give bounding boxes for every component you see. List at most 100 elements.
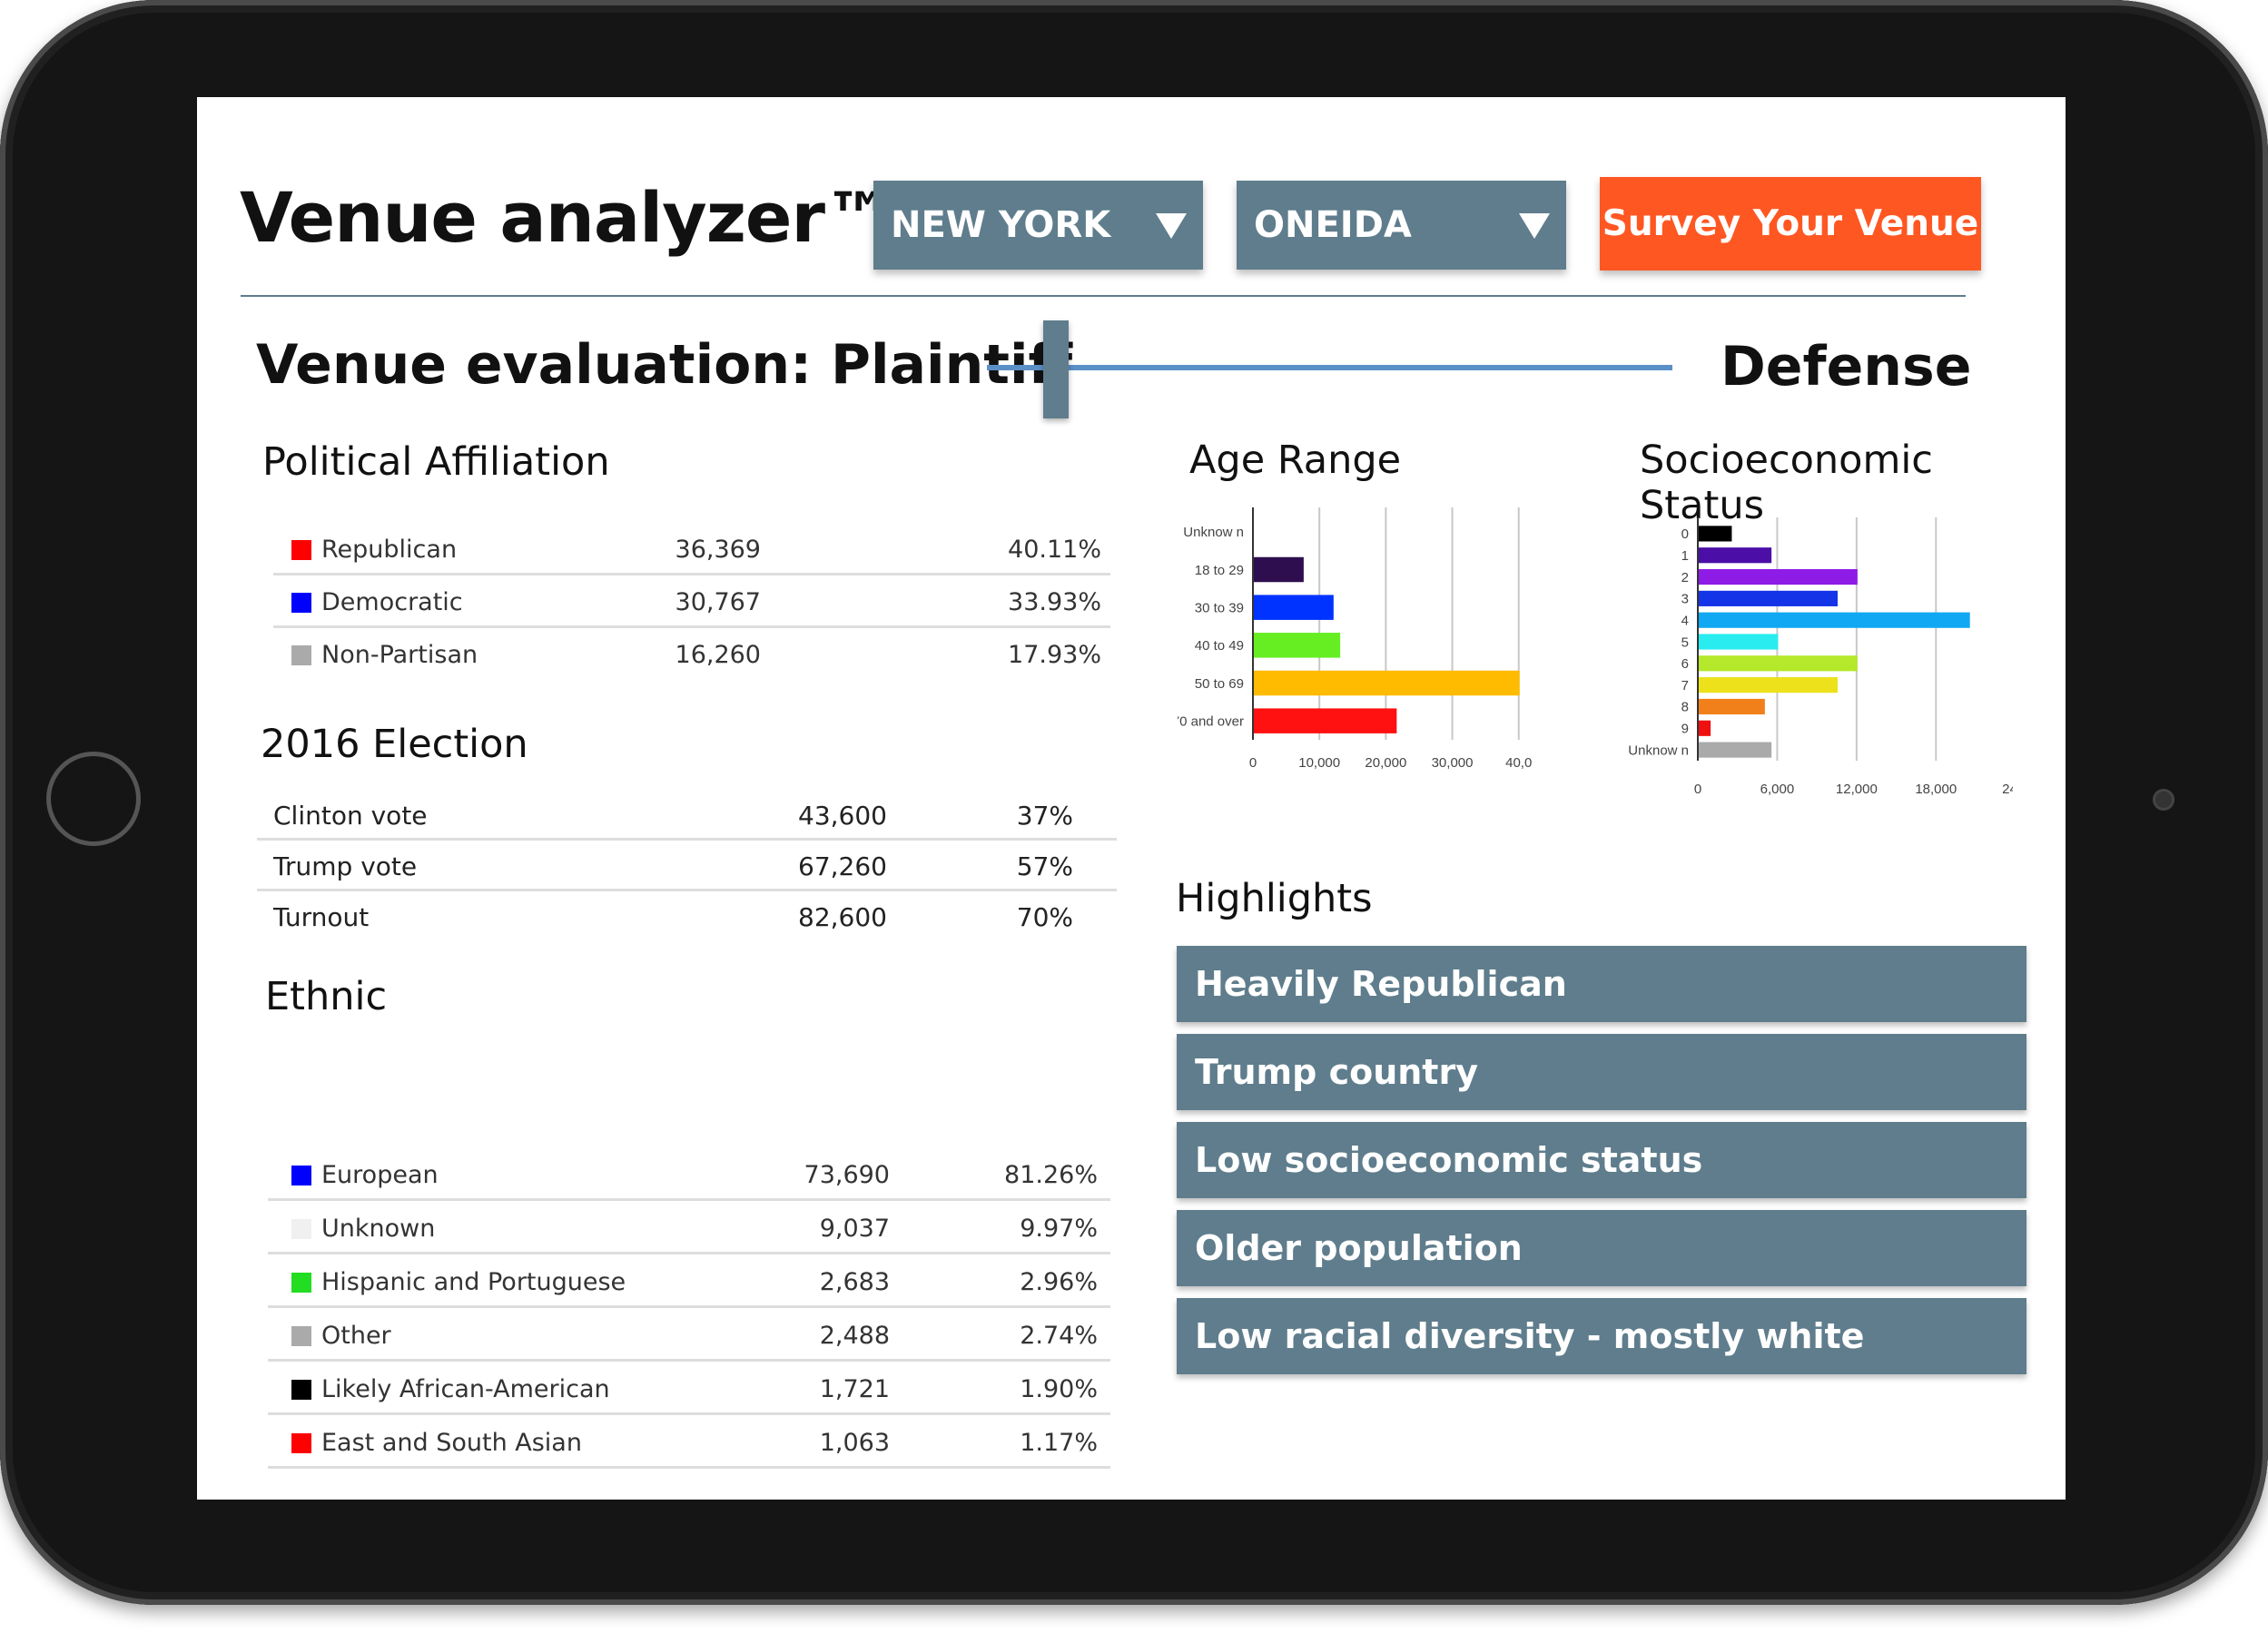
row-divider [268, 1198, 1110, 1201]
ethnic-group-name: European [321, 1161, 439, 1189]
x-tick-label: 10,000 [1298, 755, 1340, 771]
party-count: 30,767 [675, 588, 761, 616]
y-tick-label: 3 [1681, 592, 1689, 607]
ethnic-percent: 81.26% [1004, 1161, 1098, 1189]
ethnic-percent: 2.74% [1020, 1322, 1098, 1350]
venue-slider-handle[interactable] [1042, 320, 1069, 418]
y-tick-label: 50 to 69 [1195, 676, 1244, 692]
row-divider [257, 889, 1117, 891]
ethnic-row: European 73,690 81.26% [268, 1148, 1110, 1201]
y-tick-label: 4 [1681, 613, 1689, 628]
legend-swatch [291, 645, 311, 665]
election-title: 2016 Election [261, 722, 528, 767]
x-tick-label: 0 [1694, 782, 1701, 797]
election-label: Trump vote [273, 851, 418, 881]
bar [1699, 634, 1779, 650]
row-divider [268, 1412, 1110, 1415]
x-tick-label: 24,0 [2002, 782, 2013, 797]
row-divider [268, 1359, 1110, 1362]
ethnic-row: Hispanic and Portuguese 2,683 2.96% [268, 1255, 1110, 1308]
election-row: Turnout 82,600 70% [257, 891, 1117, 942]
y-tick-label: 9 [1681, 722, 1689, 737]
highlight-item: Heavily Republican [1177, 946, 2026, 1022]
row-divider [268, 1252, 1110, 1254]
y-tick-label: 0 [1681, 526, 1689, 542]
row-divider [257, 838, 1117, 841]
ethnic-count: 9,037 [819, 1215, 890, 1243]
bar [1699, 526, 1732, 542]
county-dropdown[interactable]: ONEIDA [1237, 181, 1566, 270]
x-tick-label: 30,000 [1432, 755, 1474, 771]
y-tick-label: 7 [1681, 678, 1689, 694]
legend-swatch [291, 1219, 311, 1239]
legend-swatch [291, 593, 311, 613]
bar [1254, 670, 1520, 696]
ethnic-percent: 1.17% [1020, 1429, 1098, 1457]
y-tick-label: 18 to 29 [1195, 563, 1244, 578]
ethnic-count: 2,488 [819, 1322, 890, 1350]
header-divider [241, 295, 1966, 297]
ethnic-group-name: Hispanic and Portuguese [321, 1268, 626, 1296]
bar [1699, 547, 1772, 564]
election-count: 67,260 [798, 851, 887, 881]
highlight-item: Trump country [1177, 1034, 2026, 1110]
row-divider [273, 625, 1110, 628]
party-name: Non-Partisan [321, 641, 478, 669]
y-tick-label: 40 to 49 [1195, 638, 1244, 654]
state-dropdown[interactable]: NEW YORK [873, 181, 1203, 270]
x-tick-label: 12,000 [1836, 782, 1878, 797]
age-range-chart: 0 10,000 20,000 30,000 40,0 Unknow n 18 to 29 3… [1178, 507, 1532, 771]
party-percent: 33.93% [1008, 588, 1101, 616]
row-divider [273, 573, 1110, 575]
political-row: Non-Partisan 16,260 17.93% [273, 628, 1110, 681]
party-count: 36,369 [675, 536, 761, 564]
legend-swatch [291, 1433, 311, 1453]
bar [1699, 568, 1858, 585]
app-screen: Venue analyzer™ NEW YORK ONEIDA Survey Y… [197, 97, 2066, 1500]
bar [1254, 633, 1341, 658]
ethnic-title: Ethnic [265, 974, 388, 1019]
highlight-item: Older population [1177, 1210, 2026, 1286]
dropdown-arrow-icon [1156, 213, 1187, 239]
political-row: Democratic 30,767 33.93% [273, 575, 1110, 628]
bar [1699, 742, 1772, 758]
political-affiliation-title: Political Affiliation [262, 439, 610, 485]
election-percent: 57% [1016, 851, 1073, 881]
home-button[interactable] [46, 752, 141, 846]
election-count: 43,600 [798, 801, 887, 831]
bar [1699, 655, 1858, 672]
bar [1699, 590, 1838, 606]
venue-slider-track[interactable] [987, 365, 1672, 370]
x-tick-label: 18,000 [1915, 782, 1957, 797]
venue-evaluation-label: Venue evaluation: Plaintiff [256, 333, 1072, 397]
ethnic-count: 2,683 [819, 1268, 890, 1296]
bar [1254, 556, 1304, 583]
row-divider [268, 1305, 1110, 1308]
survey-venue-button[interactable]: Survey Your Venue [1600, 177, 1981, 271]
ethnic-count: 1,063 [819, 1429, 890, 1457]
y-tick-label: 30 to 39 [1195, 600, 1244, 615]
legend-swatch [291, 540, 311, 560]
ethnic-row: Unknown 9,037 9.97% [268, 1202, 1110, 1254]
party-name: Republican [321, 536, 458, 564]
ethnic-percent: 1.90% [1020, 1375, 1098, 1403]
legend-swatch [291, 1326, 311, 1346]
highlights-title: Highlights [1176, 876, 1373, 921]
legend-swatch [291, 1166, 311, 1185]
bar [1699, 698, 1765, 715]
election-percent: 37% [1016, 801, 1073, 831]
election-row: Trump vote 67,260 57% [257, 841, 1117, 891]
legend-swatch [291, 1273, 311, 1293]
y-tick-label: 5 [1681, 635, 1689, 650]
x-tick-label: 0 [1249, 755, 1257, 771]
ethnic-group-name: East and South Asian [321, 1429, 582, 1457]
election-count: 82,600 [798, 902, 887, 932]
evaluation-prefix: Venue evaluation: [256, 333, 813, 397]
ethnic-count: 73,690 [804, 1161, 890, 1189]
bar [1699, 612, 1970, 628]
ethnic-group-name: Other [321, 1322, 391, 1350]
socioeconomic-chart: 0 6,000 12,000 18,000 24,0 0 1 2 3 4 5 6 7 8 9 Unknow n [1628, 517, 2013, 797]
bar [1254, 595, 1334, 620]
bar [1699, 720, 1711, 736]
highlight-item: Low socioeconomic status [1177, 1122, 2026, 1198]
